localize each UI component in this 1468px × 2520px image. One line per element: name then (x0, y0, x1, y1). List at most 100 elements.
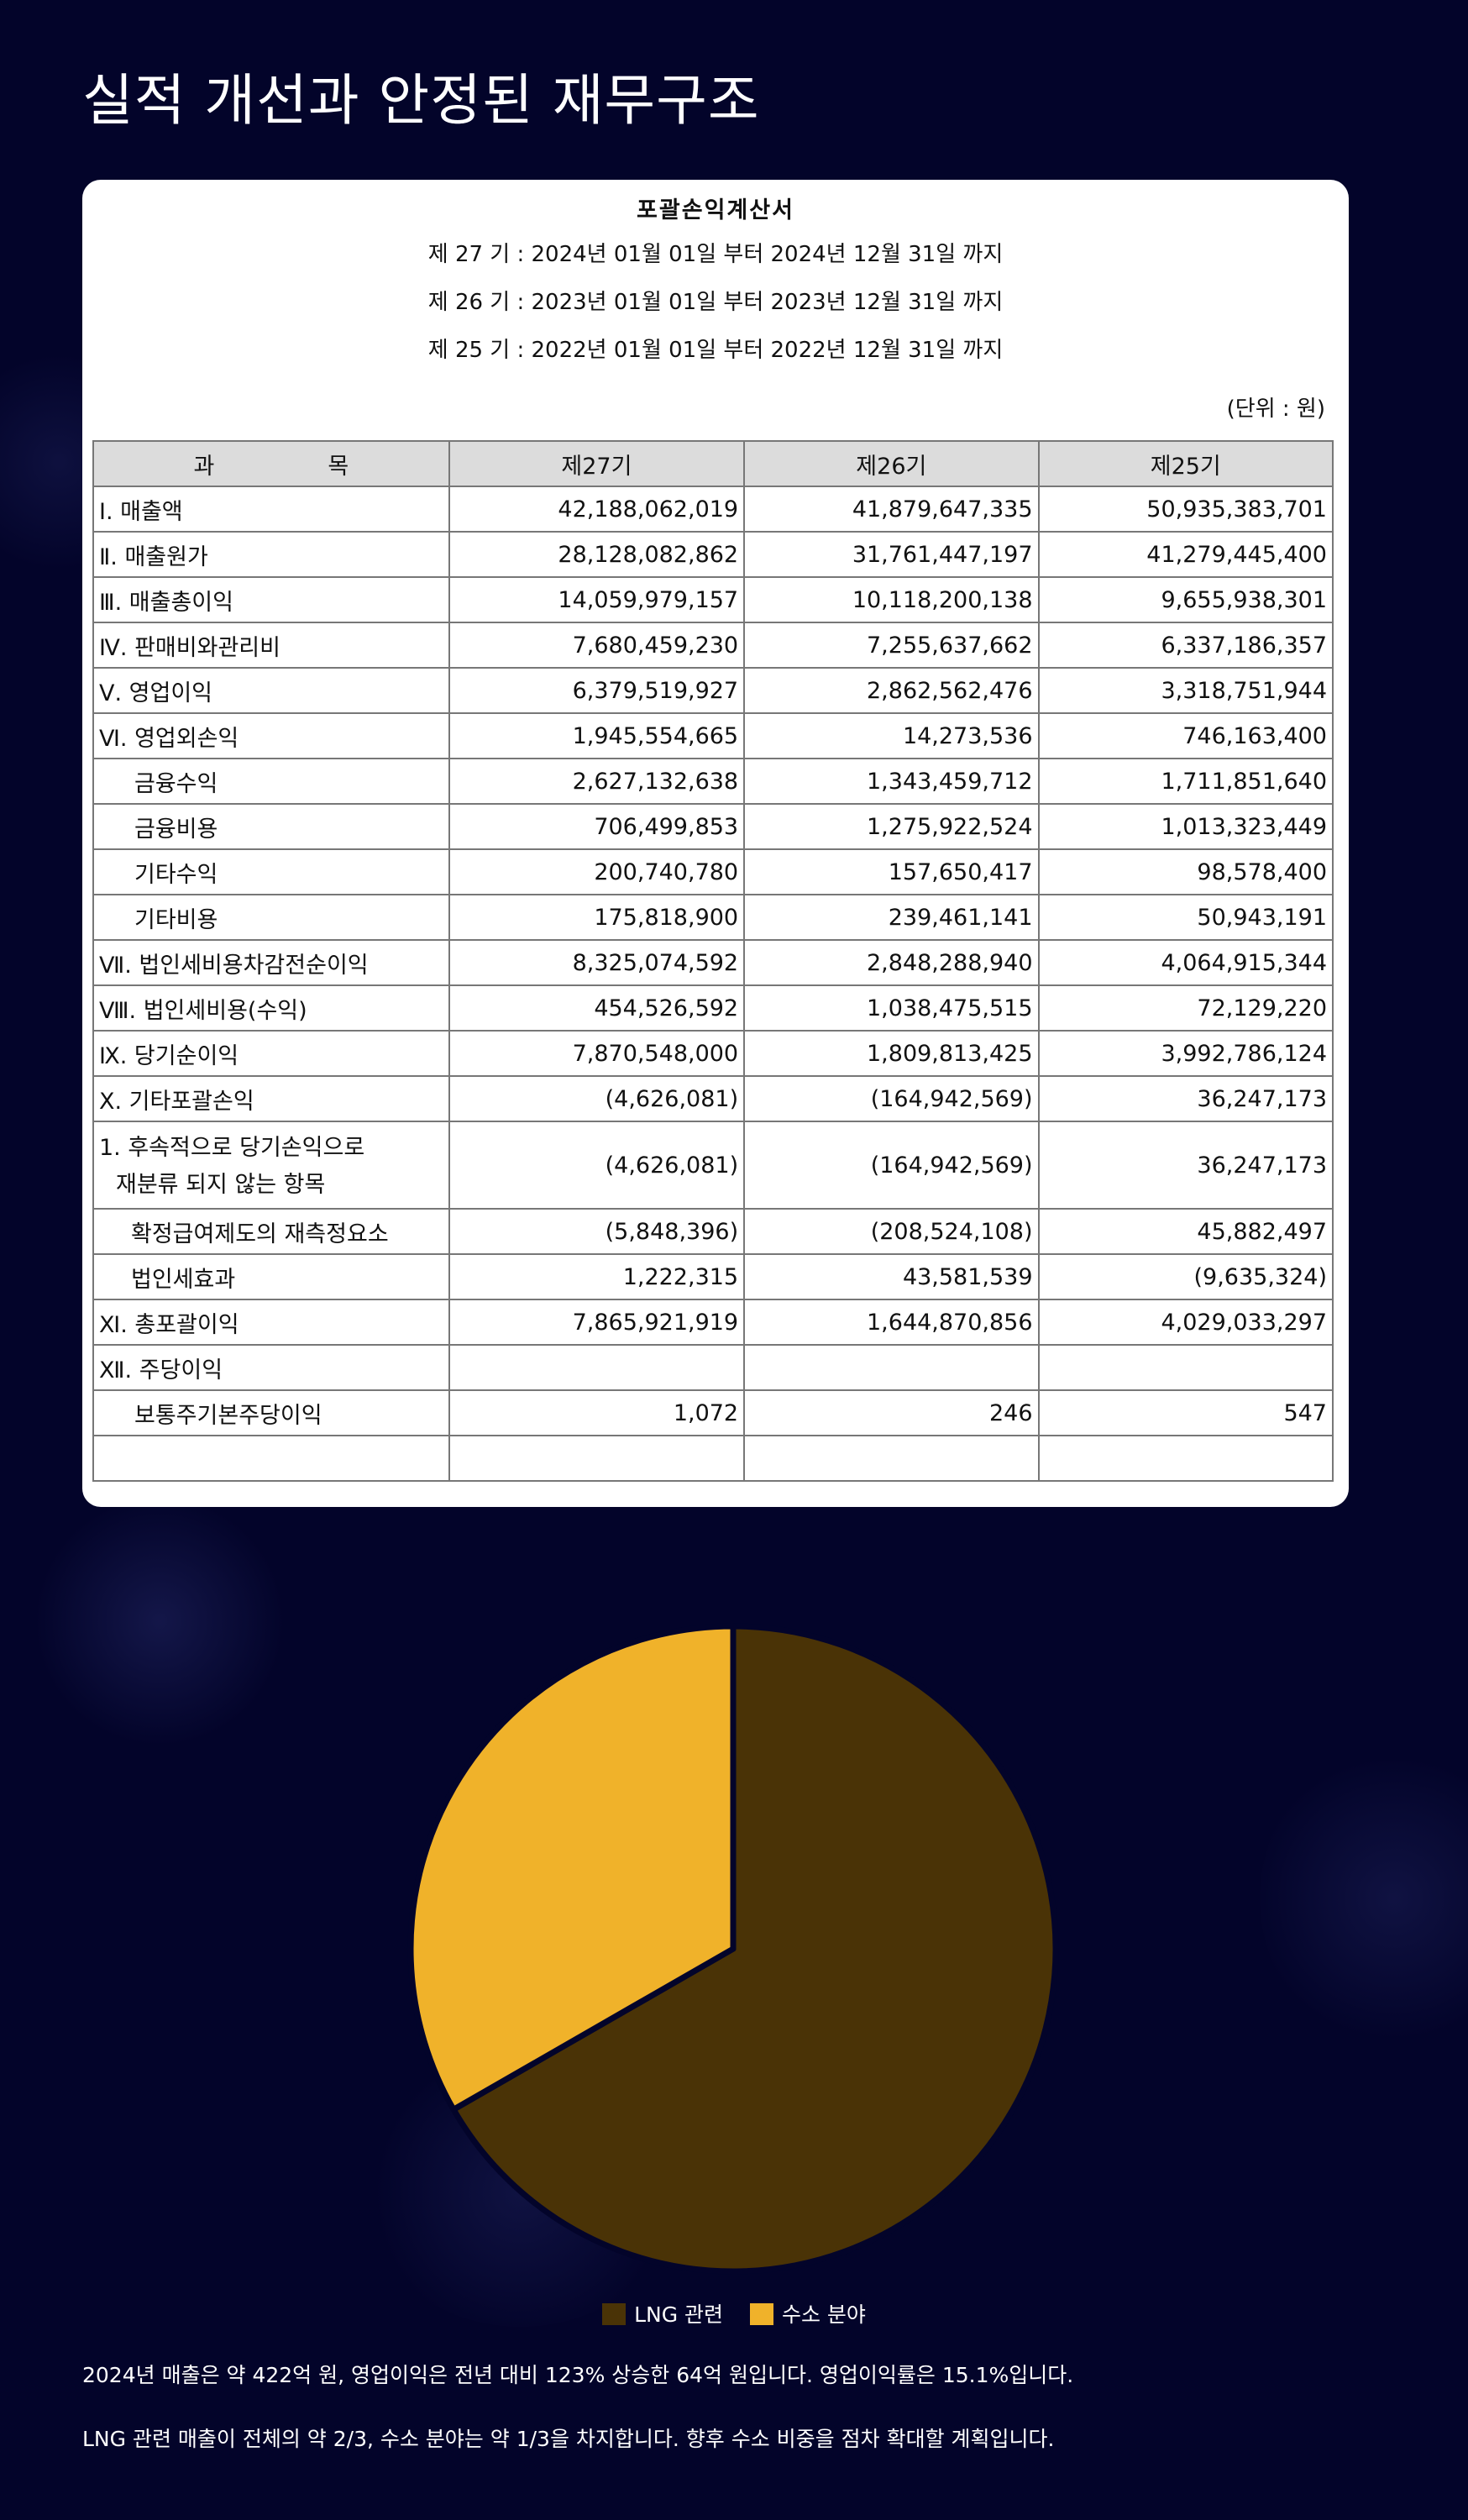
value-26: 43,581,539 (743, 1253, 1040, 1300)
value-25: 3,992,786,124 (1037, 1030, 1334, 1077)
value-27: 2,627,132,638 (448, 758, 746, 805)
row-label: 기타비용 (92, 894, 450, 941)
table-row: Ⅰ. 매출액 42,188,062,019 41,879,647,335 50,… (92, 486, 1334, 533)
value-27 (448, 1435, 746, 1482)
table-row: Ⅺ. 총포괄이익 7,865,921,919 1,644,870,856 4,0… (92, 1299, 1334, 1346)
table-row: Ⅶ. 법인세비용차감전순이익 8,325,074,592 2,848,288,9… (92, 939, 1334, 986)
value-27: 42,188,062,019 (448, 486, 746, 533)
value-26: (208,524,108) (743, 1208, 1040, 1255)
pie-slice-1 (407, 1623, 737, 2113)
value-25 (1037, 1344, 1334, 1391)
value-25: 746,163,400 (1037, 712, 1334, 759)
value-25 (1037, 1435, 1334, 1482)
legend-item-lng: LNG 관련 (602, 2298, 723, 2328)
value-25: 36,247,173 (1037, 1121, 1334, 1210)
value-27: 1,222,315 (448, 1253, 746, 1300)
revenue-share-pie-chart (407, 1623, 1059, 2275)
summary-note: 2024년 매출은 약 422억 원, 영업이익은 전년 대비 123% 상승한… (82, 2363, 1074, 2387)
statement-title: 포괄손익계산서 (637, 197, 794, 223)
value-26: 1,809,813,425 (743, 1030, 1040, 1077)
value-25: 4,029,033,297 (1037, 1299, 1334, 1346)
chart-legend: LNG 관련 수소 분야 (0, 2298, 1468, 2328)
value-26: 14,273,536 (743, 712, 1040, 759)
value-27: (5,848,396) (448, 1208, 746, 1255)
value-26: 1,644,870,856 (743, 1299, 1040, 1346)
value-25: 1,711,851,640 (1037, 758, 1334, 805)
value-26: 246 (743, 1389, 1040, 1436)
table-row: Ⅱ. 매출원가 28,128,082,862 31,761,447,197 41… (92, 531, 1334, 578)
value-27: 7,680,459,230 (448, 622, 746, 669)
row-label: Ⅹ. 기타포괄손익 (92, 1075, 450, 1122)
row-label: Ⅵ. 영업외손익 (92, 712, 450, 759)
table-row: Ⅳ. 판매비와관리비 7,680,459,230 7,255,637,662 6… (92, 622, 1334, 669)
row-label: Ⅱ. 매출원가 (92, 531, 450, 578)
value-27: 454,526,592 (448, 984, 746, 1032)
value-25: 45,882,497 (1037, 1208, 1334, 1255)
value-25: 50,943,191 (1037, 894, 1334, 941)
row-label: Ⅺ. 총포괄이익 (92, 1299, 450, 1346)
table-row: Ⅹ. 기타포괄손익 (4,626,081) (164,942,569) 36,2… (92, 1075, 1334, 1122)
table-row (92, 1435, 1334, 1482)
value-25: 50,935,383,701 (1037, 486, 1334, 533)
value-27: 14,059,979,157 (448, 576, 746, 623)
legend-swatch (749, 2303, 773, 2325)
value-26: 2,848,288,940 (743, 939, 1040, 986)
value-27: 7,870,548,000 (448, 1030, 746, 1077)
value-27: (4,626,081) (448, 1121, 746, 1210)
value-25: 547 (1037, 1389, 1334, 1436)
table-row: 법인세효과 1,222,315 43,581,539 (9,635,324) (92, 1253, 1334, 1300)
pie-slice-0 (450, 1623, 1059, 2275)
column-header-27: 제27기 (448, 440, 746, 487)
value-27: 175,818,900 (448, 894, 746, 941)
legend-swatch (602, 2303, 627, 2325)
value-25: 4,064,915,344 (1037, 939, 1334, 986)
value-26: (164,942,569) (743, 1121, 1040, 1210)
value-26: 1,343,459,712 (743, 758, 1040, 805)
row-label-line: 1. 후속적으로 당기손익으로 (99, 1135, 365, 1161)
value-26: 239,461,141 (743, 894, 1040, 941)
value-26: 31,761,447,197 (743, 531, 1040, 578)
value-26: 1,275,922,524 (743, 803, 1040, 850)
income-statement-table: 과 목 제27기 제26기 제25기 Ⅰ. 매출액 42,188,062,019… (92, 440, 1334, 1482)
row-label: 기타수익 (92, 848, 450, 895)
value-25: (9,635,324) (1037, 1253, 1334, 1300)
table-row: Ⅵ. 영업외손익 1,945,554,665 14,273,536 746,16… (92, 712, 1334, 759)
row-label: 보통주기본주당이익 (92, 1389, 450, 1436)
value-26: (164,942,569) (743, 1075, 1040, 1122)
value-25: 6,337,186,357 (1037, 622, 1334, 669)
table-row: 1. 후속적으로 당기손익으로 재분류 되지 않는 항목 (4,626,081)… (92, 1121, 1334, 1210)
column-header-account: 과 목 (92, 440, 450, 487)
row-label: Ⅲ. 매출총이익 (92, 576, 450, 623)
row-label: Ⅶ. 법인세비용차감전순이익 (92, 939, 450, 986)
row-label: Ⅰ. 매출액 (92, 486, 450, 533)
statement-period: 제 27 기 : 2024년 01월 01일 부터 2024년 12월 31일 … (427, 242, 1004, 267)
row-label: 확정급여제도의 재측정요소 (92, 1208, 450, 1255)
value-27: 200,740,780 (448, 848, 746, 895)
value-26 (743, 1344, 1040, 1391)
legend-label: 수소 분야 (781, 2302, 866, 2327)
row-label: Ⅳ. 판매비와관리비 (92, 622, 450, 669)
table-row: 금융수익 2,627,132,638 1,343,459,712 1,711,8… (92, 758, 1334, 805)
value-27: 1,072 (448, 1389, 746, 1436)
value-26: 1,038,475,515 (743, 984, 1040, 1032)
value-26: 41,879,647,335 (743, 486, 1040, 533)
legend-label: LNG 관련 (634, 2302, 724, 2327)
table-row: Ⅻ. 주당이익 (92, 1344, 1334, 1391)
value-27: 8,325,074,592 (448, 939, 746, 986)
page-title: 실적 개선과 안정된 재무구조 (82, 68, 760, 133)
table-row: Ⅸ. 당기순이익 7,870,548,000 1,809,813,425 3,9… (92, 1030, 1334, 1077)
row-label: Ⅴ. 영업이익 (92, 667, 450, 714)
statement-unit: (단위 : 원) (1226, 396, 1325, 422)
row-label: Ⅷ. 법인세비용(수익) (92, 984, 450, 1032)
row-label: 1. 후속적으로 당기손익으로 재분류 되지 않는 항목 (92, 1121, 450, 1210)
value-26: 10,118,200,138 (743, 576, 1040, 623)
value-26: 2,862,562,476 (743, 667, 1040, 714)
value-25: 41,279,445,400 (1037, 531, 1334, 578)
value-27: 7,865,921,919 (448, 1299, 746, 1346)
column-header-26: 제26기 (743, 440, 1040, 487)
table-row: 확정급여제도의 재측정요소 (5,848,396) (208,524,108) … (92, 1208, 1334, 1255)
value-26: 7,255,637,662 (743, 622, 1040, 669)
summary-note: LNG 관련 매출이 전체의 약 2/3, 수소 분야는 약 1/3을 차지합니… (82, 2427, 1055, 2451)
value-26 (743, 1435, 1040, 1482)
value-27: 28,128,082,862 (448, 531, 746, 578)
